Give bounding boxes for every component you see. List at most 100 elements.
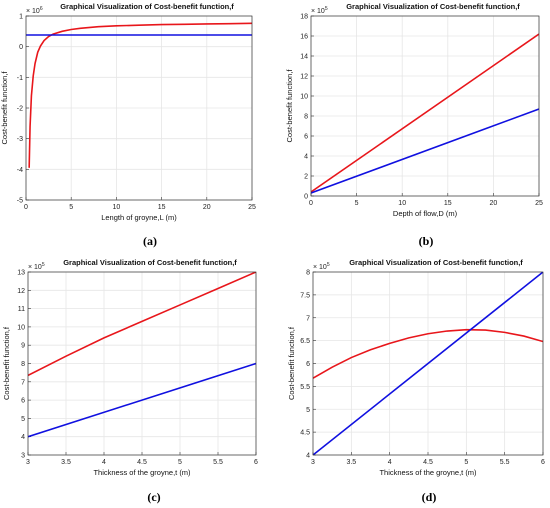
x-tick-label: 15 — [158, 204, 166, 211]
y-tick-label: 2 — [304, 174, 308, 181]
x-tick-label: 4 — [388, 459, 392, 466]
y-axis-label: Cost-benefit function,f — [287, 326, 296, 400]
y-tick-label: -1 — [17, 75, 23, 82]
x-tick-label: 3 — [311, 459, 315, 466]
series-line-red — [313, 328, 543, 379]
y-tick-label: 7.5 — [300, 292, 310, 299]
caption-c: (c) — [147, 490, 161, 504]
y-tick-label: 14 — [300, 54, 308, 61]
exponent-label: × 105 — [311, 6, 328, 15]
y-axis-label: Cost-benefit function,f — [2, 326, 11, 400]
y-tick-label: 7 — [306, 315, 310, 322]
y-tick-label: 6.5 — [300, 338, 310, 345]
x-tick-label: 10 — [398, 200, 406, 207]
y-tick-label: -5 — [17, 198, 23, 205]
y-tick-label: -2 — [17, 106, 23, 113]
x-tick-label: 5 — [178, 459, 182, 466]
x-tick-label: 5.5 — [500, 459, 510, 466]
x-tick-label: 25 — [535, 200, 543, 207]
series-line-blue — [28, 362, 256, 438]
y-tick-label: 9 — [21, 343, 25, 350]
y-tick-label: 8 — [304, 114, 308, 121]
chart-title: Graphical Visualization of Cost-benefit … — [60, 2, 234, 11]
x-tick-label: 20 — [203, 204, 211, 211]
y-tick-label: 4 — [306, 453, 310, 460]
x-tick-label: 6 — [254, 459, 258, 466]
chart-panel-a: 0 5 10 15 20 25 -5 -4 -3 -2 -1 0 1 × 106 Graphical Vis… — [0, 0, 270, 225]
x-tick-label: 20 — [490, 200, 498, 207]
x-tick-label: 3.5 — [346, 459, 356, 466]
y-tick-label: 10 — [17, 324, 25, 331]
chart-d: 3 3.5 4 4.5 5 5.5 6 4 4.5 5 5.5 6 6.5 7 7.5 8× 105 Graph… — [287, 258, 545, 477]
y-tick-label: 0 — [304, 194, 308, 201]
series-line-red — [311, 33, 539, 193]
caption-a: (a) — [143, 234, 157, 248]
x-axis-label: Depth of flow,D (m) — [393, 209, 458, 218]
y-tick-label: 4 — [21, 434, 25, 441]
y-tick-label: 8 — [21, 361, 25, 368]
x-tick-label: 6 — [541, 459, 545, 466]
x-tick-label: 3.5 — [61, 459, 71, 466]
x-tick-label: 4.5 — [423, 459, 433, 466]
y-tick-label: 10 — [300, 94, 308, 101]
y-tick-label: 5.5 — [300, 384, 310, 391]
chart-a: 0 5 10 15 20 25 -5 -4 -3 -2 -1 0 1× 106 Graphical Vis… — [0, 2, 256, 222]
y-axis-label: Cost-benefit function,f — [285, 69, 294, 143]
x-tick-label: 15 — [444, 200, 452, 207]
y-tick-label: 5 — [306, 407, 310, 414]
y-tick-label: -3 — [17, 136, 23, 143]
y-tick-label: 7 — [21, 379, 25, 386]
exponent-label: × 105 — [313, 262, 330, 271]
series-line-blue — [311, 108, 539, 194]
series-line-red — [28, 272, 256, 377]
y-tick-label: 6 — [306, 361, 310, 368]
chart-title: Graphical Visualization of Cost-benefit … — [346, 2, 520, 11]
x-tick-label: 5 — [464, 459, 468, 466]
x-tick-label: 0 — [309, 200, 313, 207]
chart-panel-b: 0 5 10 15 20 25 0 2 4 6 8 10 12 14 16 18 × 105 Graphical … — [278, 0, 550, 225]
x-tick-label: 4 — [102, 459, 106, 466]
axes-box — [310, 15, 540, 197]
y-tick-label: 18 — [300, 14, 308, 21]
series-line-red — [28, 22, 252, 168]
x-tick-label: 0 — [24, 204, 28, 211]
chart-panel-d: 3 3.5 4 4.5 5 5.5 6 4 4.5 5 5.5 6 6.5 7 7.5 8 × 105 Graph… — [278, 256, 550, 481]
chart-panel-c: 3 3.5 4 4.5 5 5.5 6 3 4 5 6 7 8 9 10 11 12 13 × 105 Graphic… — [0, 256, 270, 481]
x-tick-label: 5.5 — [213, 459, 223, 466]
caption-d: (d) — [421, 490, 437, 504]
x-tick-label: 5 — [355, 200, 359, 207]
y-tick-label: 11 — [18, 306, 25, 313]
x-tick-label: 5 — [69, 204, 73, 211]
y-axis-label: Cost-benefit function,f — [0, 71, 9, 145]
y-tick-label: 6 — [21, 398, 25, 405]
y-tick-label: 3 — [21, 453, 25, 460]
axes-box — [27, 271, 257, 456]
caption-b: (b) — [418, 234, 434, 248]
y-tick-label: 4.5 — [300, 430, 310, 437]
y-tick-label: 6 — [304, 134, 308, 141]
exponent-label: × 105 — [28, 262, 45, 271]
y-tick-label: 5 — [21, 416, 25, 423]
exponent-label: × 106 — [26, 6, 43, 15]
y-tick-label: 1 — [19, 14, 23, 21]
y-tick-label: 4 — [304, 154, 308, 161]
axes-box — [25, 15, 253, 201]
x-tick-label: 3 — [26, 459, 30, 466]
chart-c: 3 3.5 4 4.5 5 5.5 6 3 4 5 6 7 8 9 10 11 12 13× 105 Graphic… — [2, 258, 258, 477]
y-tick-label: -4 — [17, 167, 23, 174]
x-axis-label: Thickness of the groyne,t (m) — [93, 468, 191, 477]
y-tick-label: 12 — [300, 74, 308, 81]
x-axis-label: Length of groyne,L (m) — [101, 213, 177, 222]
y-tick-label: 16 — [300, 34, 308, 41]
chart-b: 0 5 10 15 20 25 0 2 4 6 8 10 12 14 16 18× 105 Graphical … — [285, 2, 543, 218]
chart-title: Graphical Visualization of Cost-benefit … — [349, 258, 523, 267]
series-line-blue — [313, 272, 543, 455]
chart-title: Graphical Visualization of Cost-benefit … — [63, 258, 237, 267]
y-tick-label: 13 — [17, 270, 25, 277]
y-tick-label: 12 — [17, 288, 25, 295]
x-tick-label: 10 — [113, 204, 121, 211]
y-tick-label: 8 — [306, 270, 310, 277]
x-tick-label: 4.5 — [137, 459, 147, 466]
axes-box — [312, 271, 544, 456]
x-axis-label: Thickness of the groyne,t (m) — [379, 468, 477, 477]
